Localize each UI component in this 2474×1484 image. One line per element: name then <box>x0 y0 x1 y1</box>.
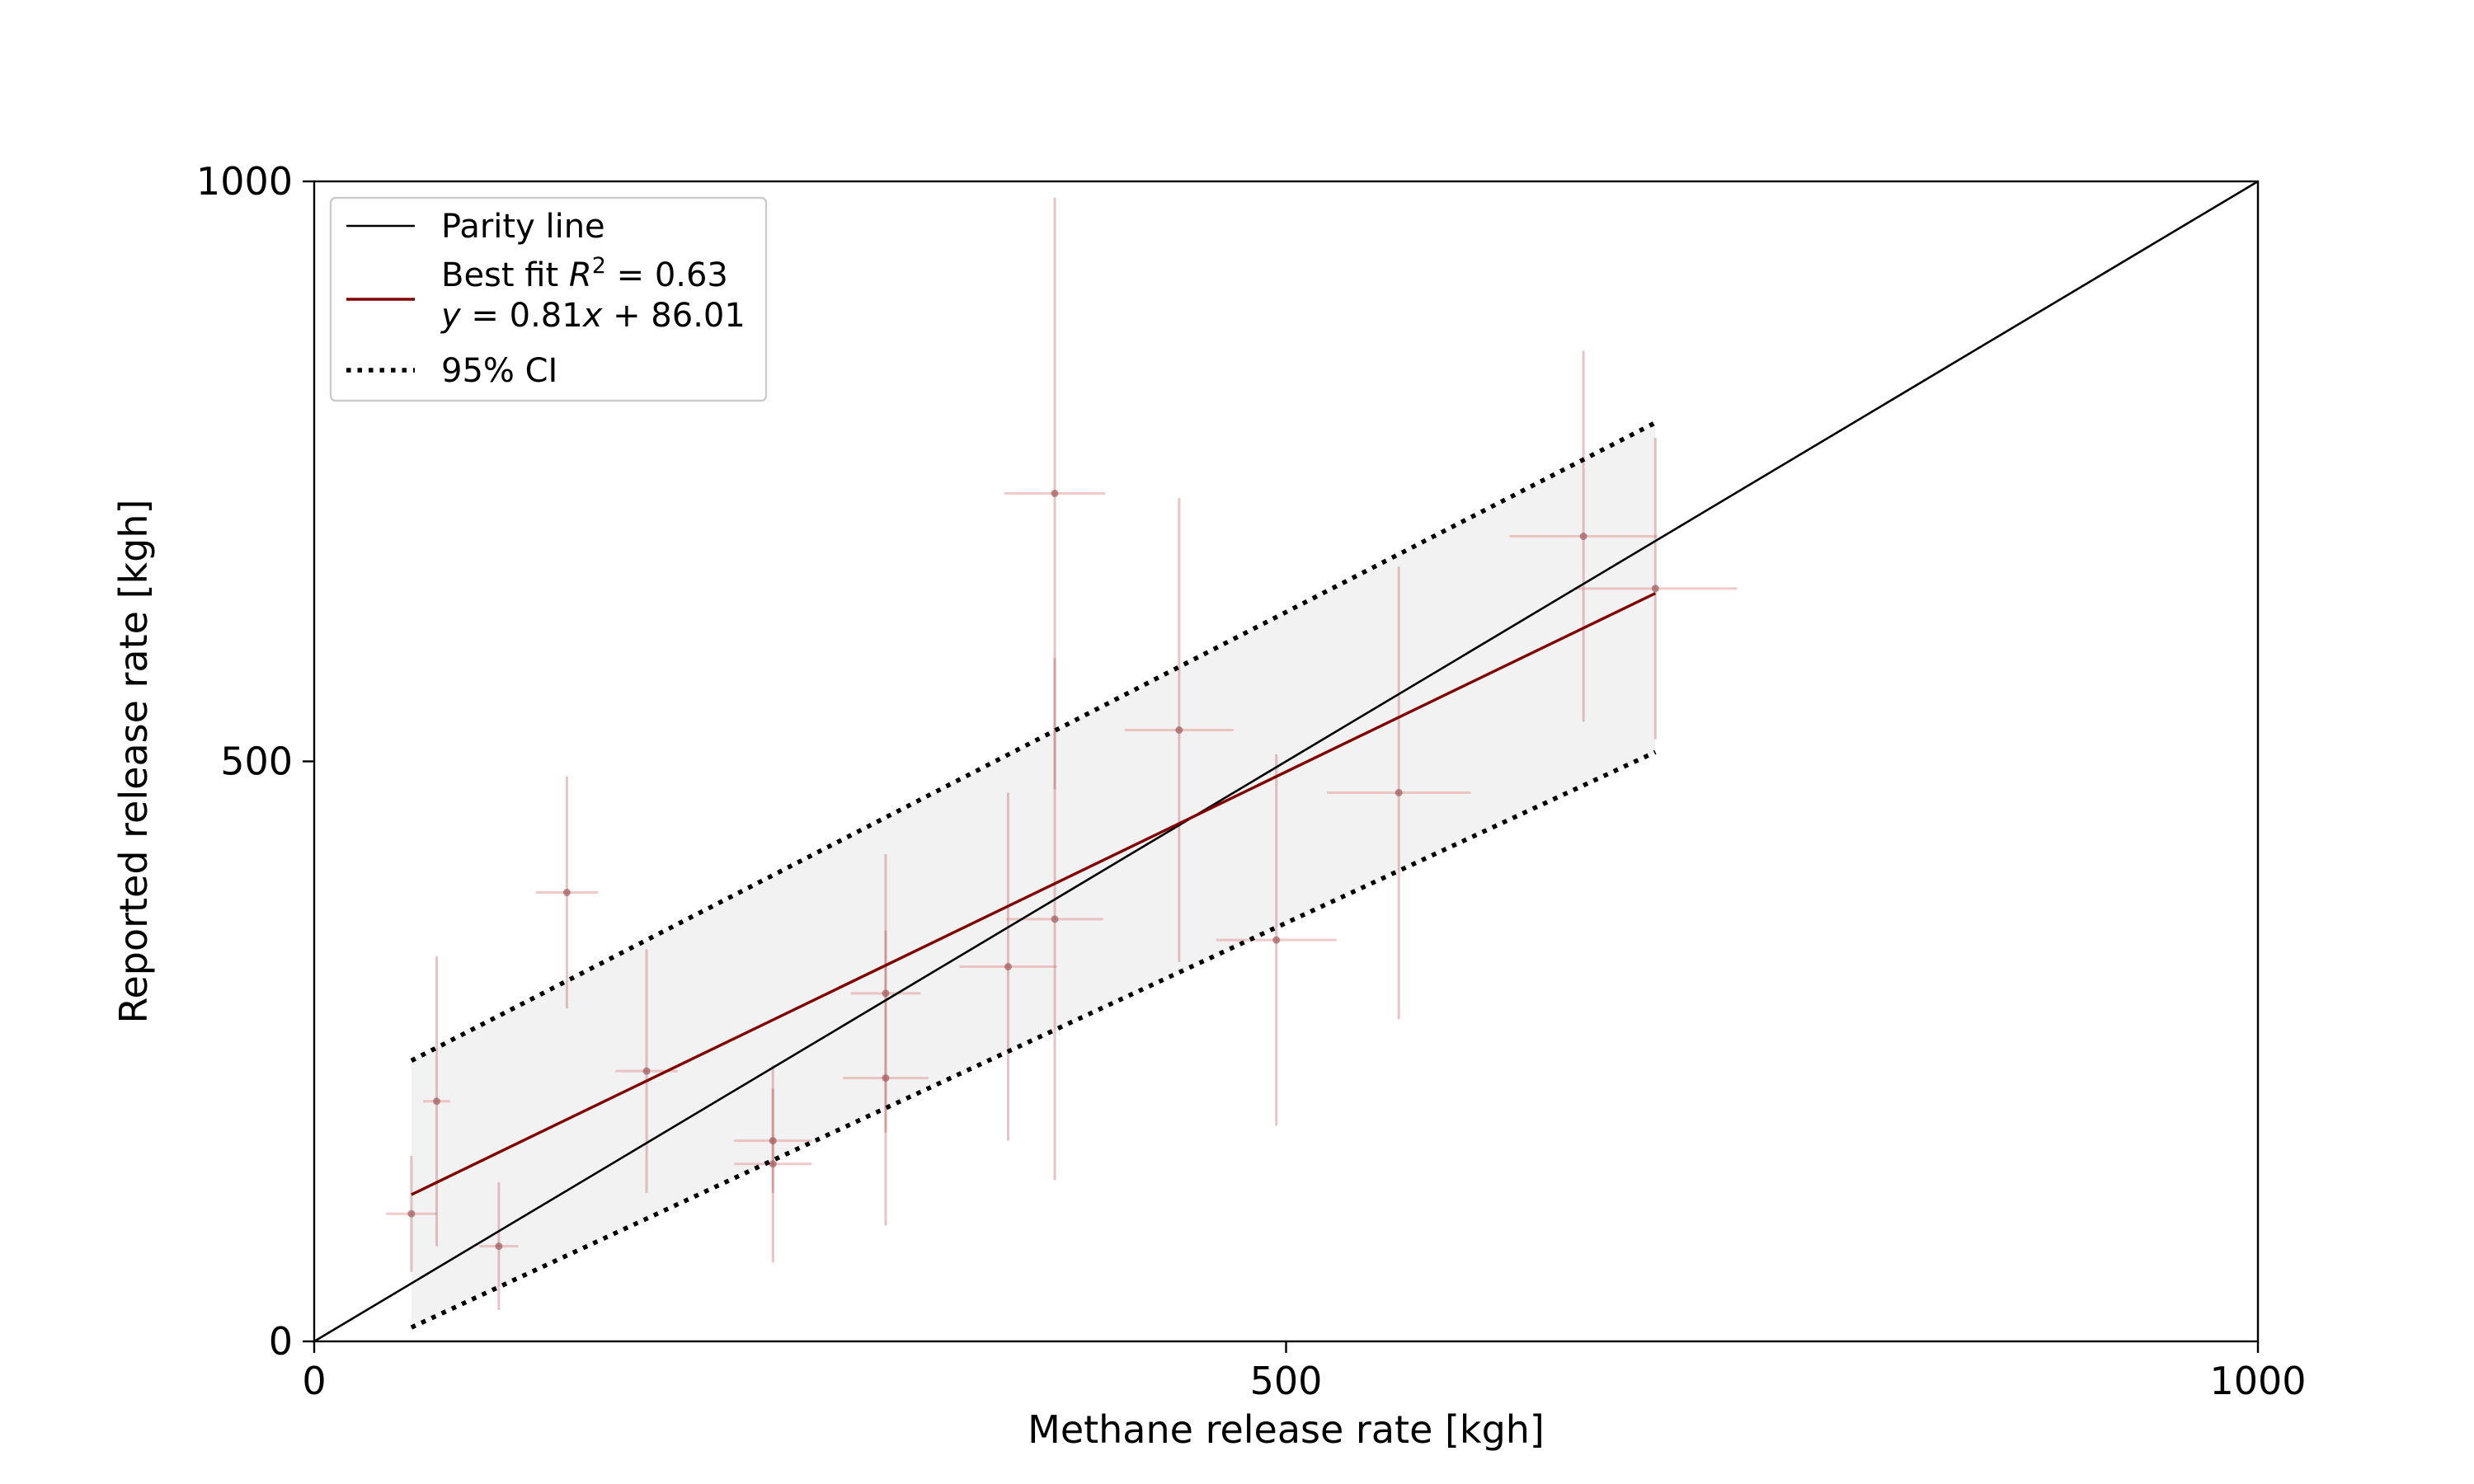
legend-fit-prefix: Best fit <box>441 256 569 294</box>
x-axis-label: Methane release rate [kgh] <box>1028 1407 1545 1452</box>
legend-fit-label-line2: y = 0.81x + 86.01 <box>440 297 745 335</box>
data-point <box>407 1209 416 1218</box>
data-point-group <box>479 1182 519 1311</box>
data-point-group <box>959 792 1057 1141</box>
data-point-group <box>1326 566 1471 1019</box>
ci-band <box>411 422 1656 1328</box>
data-point-group <box>843 930 929 1226</box>
data-point <box>1579 533 1587 541</box>
legend-fit-label-line1: Best fit R2 = 0.63 <box>441 253 728 294</box>
best-fit-line <box>411 592 1657 1196</box>
data-point <box>769 1160 777 1168</box>
legend-ci-label: 95% CI <box>441 352 557 390</box>
x-tick-label: 0 <box>302 1359 326 1403</box>
y-tick-label: 1000 <box>196 159 293 204</box>
axis-ticks: 0 500 1000 0 500 1000 <box>196 159 2307 1403</box>
parity-line <box>313 180 2259 1343</box>
legend-fit-slope: = 0.81 <box>461 297 583 335</box>
data-point-group <box>734 1088 812 1193</box>
x-tick-label: 1000 <box>2209 1359 2306 1403</box>
data-point <box>882 989 890 998</box>
data-point <box>562 888 571 896</box>
data-point <box>1051 489 1059 497</box>
data-point <box>1395 788 1403 796</box>
data-point <box>642 1067 651 1075</box>
data-point <box>769 1137 777 1145</box>
y-tick-label: 500 <box>220 740 293 784</box>
data-point-group <box>1124 498 1234 962</box>
data-point <box>495 1242 503 1251</box>
data-point-group <box>734 1065 812 1263</box>
legend-fit-sup: 2 <box>592 253 606 279</box>
legend-frame <box>329 196 768 402</box>
data-point-group <box>535 776 599 1009</box>
x-tick-label: 500 <box>1250 1359 1323 1403</box>
y-axis-label: Reported release rate [kgh] <box>111 500 156 1024</box>
data-point-group <box>850 854 921 1133</box>
plot-area <box>313 180 2259 1343</box>
data-point <box>882 1074 890 1082</box>
data-point <box>1004 963 1012 971</box>
legend-parity-label: Parity line <box>441 208 605 246</box>
data-point-group <box>422 956 450 1247</box>
data-point-group <box>1573 437 1738 740</box>
y-tick-label: 0 <box>269 1319 293 1364</box>
data-point <box>432 1097 440 1106</box>
data-point-group <box>386 1155 437 1272</box>
data-point-group <box>1004 197 1106 790</box>
legend-fit-y: y <box>440 297 462 335</box>
legend-fit-r2-value: = 0.63 <box>606 256 728 294</box>
data-point-group <box>1216 754 1337 1126</box>
legend-fit-intercept: + 86.01 <box>602 297 745 335</box>
data-point <box>1175 726 1183 735</box>
legend-fit-x: x <box>581 297 603 335</box>
data-point <box>1272 936 1281 944</box>
data-point <box>1651 585 1659 593</box>
data-point <box>1051 915 1059 923</box>
data-point-group <box>1509 350 1658 722</box>
legend-fit-r: R <box>569 256 592 294</box>
legend: Parity line Best fit R2 = 0.63 y = 0.81x… <box>329 196 768 402</box>
